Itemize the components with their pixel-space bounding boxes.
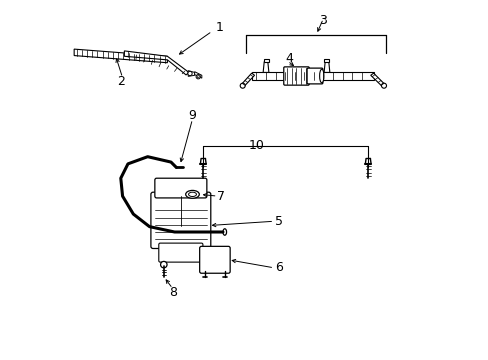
Text: 4: 4 [285, 51, 293, 64]
Text: 7: 7 [217, 190, 225, 203]
Circle shape [187, 71, 192, 76]
Bar [324, 59, 329, 62]
FancyBboxPatch shape [155, 178, 206, 198]
Circle shape [381, 83, 386, 88]
Polygon shape [124, 51, 188, 75]
FancyBboxPatch shape [306, 68, 322, 84]
Bar [263, 59, 268, 62]
Polygon shape [241, 73, 254, 87]
FancyBboxPatch shape [151, 192, 210, 248]
Text: 6: 6 [274, 261, 282, 274]
Text: 9: 9 [188, 109, 196, 122]
Polygon shape [324, 62, 329, 72]
Ellipse shape [185, 190, 199, 198]
Ellipse shape [223, 229, 226, 235]
Text: 2: 2 [117, 75, 124, 88]
Polygon shape [251, 72, 373, 80]
Circle shape [197, 76, 199, 78]
Circle shape [160, 261, 167, 268]
Text: 10: 10 [248, 139, 264, 152]
FancyBboxPatch shape [159, 243, 203, 262]
FancyBboxPatch shape [283, 67, 308, 85]
Circle shape [240, 83, 244, 88]
Polygon shape [194, 72, 202, 78]
Text: 5: 5 [274, 215, 282, 228]
Polygon shape [263, 62, 268, 72]
Text: 1: 1 [215, 21, 223, 34]
Polygon shape [188, 71, 194, 76]
Polygon shape [74, 49, 167, 63]
Polygon shape [370, 73, 385, 87]
FancyBboxPatch shape [199, 246, 230, 273]
Ellipse shape [188, 192, 196, 197]
Text: 8: 8 [168, 287, 177, 300]
Text: 3: 3 [319, 14, 326, 27]
Circle shape [196, 75, 200, 79]
Ellipse shape [319, 69, 323, 83]
